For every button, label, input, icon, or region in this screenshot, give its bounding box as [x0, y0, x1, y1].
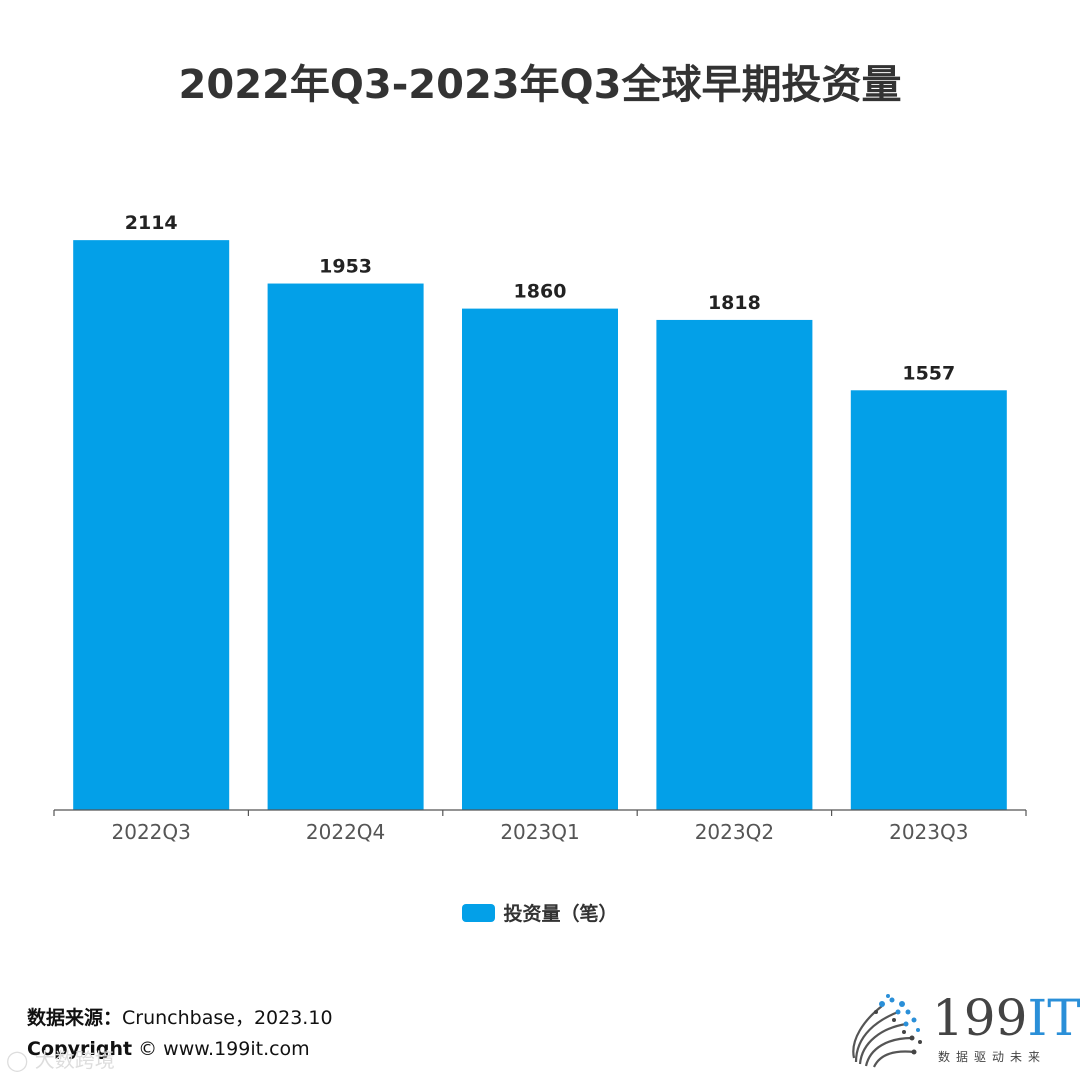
bar-2022Q3	[73, 240, 230, 810]
bar-2022Q4	[267, 283, 424, 810]
bar-2023Q3	[850, 390, 1007, 810]
copyright-label: Copyright	[27, 1038, 133, 1060]
logo-wordmark: 199IT	[932, 989, 1080, 1047]
watermark: ◯ 大数跨境	[6, 1044, 115, 1073]
bar-2023Q2	[656, 319, 813, 810]
tick-label-2023Q1: 2023Q1	[500, 820, 579, 844]
legend-label: 投资量（笔）	[503, 903, 618, 925]
watermark-text: 大数跨境	[34, 1048, 115, 1072]
dotted-dandelion-icon	[852, 994, 922, 1068]
value-labels-layer: 2114 1953 1860 1818 1557	[125, 212, 955, 384]
logo-tagline: 数据驱动未来	[938, 1050, 1047, 1064]
tick-label-2023Q3: 2023Q3	[889, 820, 968, 844]
copyright: Copyright © www.199it.com	[27, 1038, 310, 1060]
copyright-value: © www.199it.com	[138, 1038, 310, 1060]
value-label-2023Q2: 1818	[708, 292, 761, 314]
logo: 199IT 数据驱动未来	[848, 990, 1080, 1070]
tick-label-2022Q4: 2022Q4	[306, 820, 385, 844]
value-label-2022Q3: 2114	[125, 212, 178, 234]
value-label-2023Q1: 1860	[514, 281, 567, 303]
bar-2023Q1	[462, 308, 618, 810]
source-value: Crunchbase，2023.10	[122, 1007, 333, 1029]
value-label-2023Q3: 1557	[902, 362, 955, 384]
data-source: 数据来源：Crunchbase，2023.10	[27, 1003, 333, 1030]
wechat-icon: ◯	[6, 1048, 29, 1072]
source-label: 数据来源：	[27, 1007, 123, 1029]
x-axis: 2022Q3 2022Q4 2023Q1 2023Q2 2023Q3	[53, 809, 1027, 844]
bars-layer	[73, 240, 1007, 810]
legend-swatch	[462, 903, 496, 922]
value-label-2022Q4: 1953	[319, 256, 372, 278]
chart-title: 2022年Q3-2023年Q3全球早期投资量	[178, 62, 902, 108]
legend: 投资量（笔）	[0, 899, 1080, 926]
tick-label-2023Q2: 2023Q2	[695, 820, 774, 844]
tick-label-2022Q3: 2022Q3	[112, 820, 191, 844]
